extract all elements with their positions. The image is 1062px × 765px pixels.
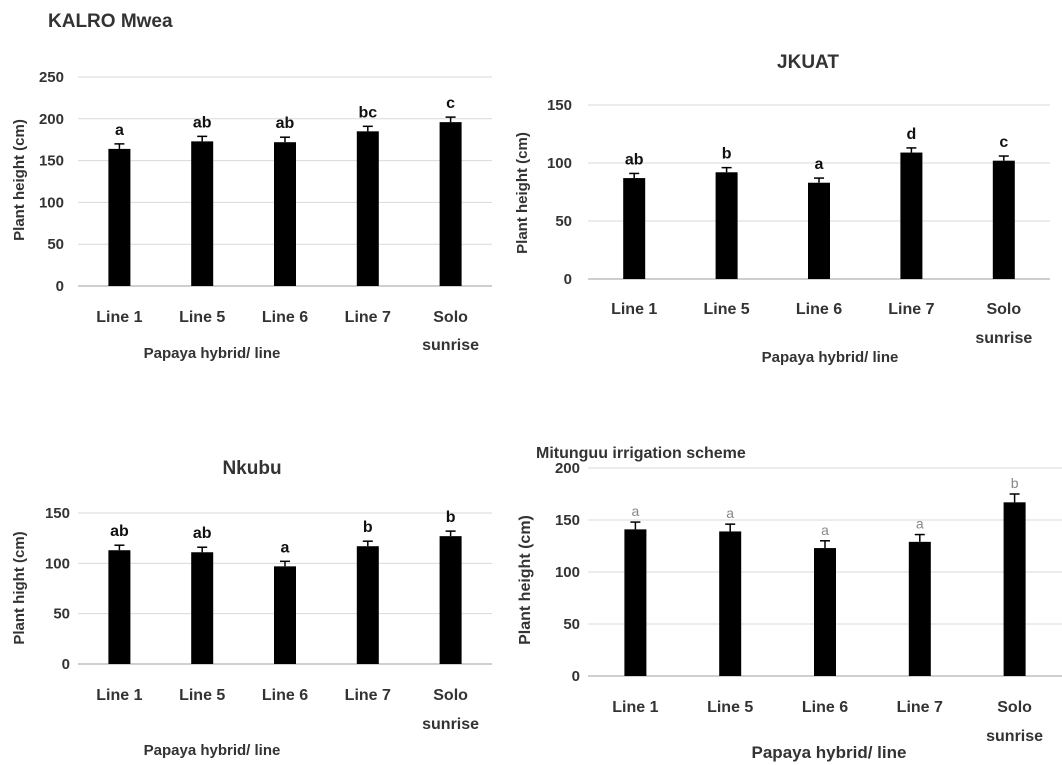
category-label: Line 1 — [611, 301, 657, 318]
y-tick-label: 0 — [564, 271, 572, 288]
significance-letter: b — [1011, 475, 1019, 491]
y-tick-label: 50 — [555, 213, 572, 230]
x-axis-label: Papaya hybrid/ line — [752, 743, 907, 762]
category-label: Line 6 — [796, 301, 842, 318]
y-tick-label: 150 — [39, 153, 64, 170]
category-label: Line 1 — [96, 309, 142, 326]
y-axis-label: Plant height (cm) — [11, 119, 28, 241]
y-tick-label: 100 — [45, 555, 70, 572]
category-label: Line 6 — [262, 687, 308, 704]
significance-letter: a — [281, 539, 290, 556]
chart-title: JKUAT — [777, 52, 839, 73]
x-axis-label: Papaya hybrid/ line — [762, 349, 899, 366]
significance-letter: a — [632, 503, 640, 519]
category-label: Solo sunrise — [422, 309, 479, 354]
chart-panel: Nkubu 0 50 100 150 ab Line 1 ab Line 5 a Line 6 b Li… — [11, 458, 492, 759]
category-label: Solo sunrise — [986, 699, 1043, 745]
y-tick-label: 100 — [39, 194, 64, 211]
chart-panel: JKUAT 0 50 100 150 ab Line 1 b Line 5 a Line 6 d Lin… — [514, 52, 1050, 366]
y-tick-label: 100 — [555, 564, 580, 581]
y-tick-label: 50 — [563, 616, 580, 633]
chart-panel: Mitunguu irrigation scheme 0 50 100 150 200 a L… — [517, 445, 1062, 762]
significance-letter: b — [363, 519, 373, 536]
significance-letter: ab — [110, 523, 129, 540]
y-tick-label: 100 — [547, 155, 572, 172]
y-tick-label: 150 — [555, 512, 580, 529]
significance-letter: c — [446, 95, 455, 112]
chart-title: Mitunguu irrigation scheme — [536, 445, 746, 462]
y-tick-label: 200 — [39, 111, 64, 128]
significance-letter: a — [821, 522, 829, 538]
bar — [439, 536, 462, 664]
category-label: Solo sunrise — [975, 301, 1032, 347]
category-label: Line 7 — [345, 687, 391, 704]
y-tick-label: 0 — [56, 278, 64, 295]
significance-letter: ab — [193, 525, 212, 542]
bar — [719, 531, 742, 676]
significance-letter: a — [916, 516, 924, 532]
significance-letter: b — [722, 146, 732, 163]
bar — [274, 142, 296, 286]
category-label: Line 6 — [802, 699, 848, 716]
significance-letter: bc — [358, 104, 377, 121]
y-tick-label: 0 — [572, 668, 580, 685]
category-label: Line 5 — [179, 309, 225, 326]
chart-title: Nkubu — [222, 458, 281, 479]
bar — [715, 172, 738, 279]
bar — [274, 566, 296, 664]
x-axis-label: Papaya hybrid/ line — [144, 345, 281, 362]
bar — [992, 160, 1015, 279]
category-label: Line 5 — [707, 699, 753, 716]
y-tick-label: 150 — [547, 97, 572, 114]
y-tick-label: 150 — [45, 505, 70, 522]
significance-letter: c — [999, 134, 1008, 151]
category-label: Line 6 — [262, 309, 308, 326]
bar — [108, 148, 131, 286]
chart-panel: KALRO Mwea 0 50 100 150 200 250 a Line 1 ab Line 5… — [11, 11, 492, 362]
significance-letter: a — [815, 156, 824, 173]
bar — [108, 550, 131, 664]
y-tick-label: 250 — [39, 69, 64, 86]
category-label: Line 5 — [703, 301, 749, 318]
y-axis-label: Plant hight (cm) — [11, 531, 28, 644]
significance-letter: a — [115, 122, 124, 139]
category-label: Line 7 — [345, 309, 391, 326]
y-tick-label: 200 — [555, 460, 580, 477]
bar — [439, 122, 462, 286]
bar — [908, 541, 931, 676]
bar — [1003, 502, 1026, 676]
category-label: Line 7 — [888, 301, 934, 318]
category-label: Line 1 — [612, 699, 658, 716]
y-axis-label: Plant height (cm) — [517, 515, 534, 645]
bar — [356, 546, 379, 664]
significance-letter: d — [907, 126, 917, 143]
x-axis-label: Papaya hybrid/ line — [144, 742, 281, 759]
category-label: Line 5 — [179, 687, 225, 704]
bar — [191, 141, 214, 286]
chart-title: KALRO Mwea — [48, 11, 173, 32]
category-label: Line 7 — [897, 699, 943, 716]
category-label: Line 1 — [96, 687, 142, 704]
y-axis-label: Plant height (cm) — [514, 132, 531, 254]
y-tick-label: 0 — [62, 656, 70, 673]
bar — [191, 552, 214, 664]
y-tick-label: 50 — [53, 606, 70, 623]
significance-letter: ab — [276, 115, 295, 132]
category-label: Solo sunrise — [422, 687, 479, 733]
bar — [900, 152, 923, 279]
significance-letter: a — [726, 505, 734, 521]
significance-letter: ab — [193, 114, 212, 131]
bar — [808, 182, 830, 279]
significance-letter: b — [446, 509, 456, 526]
bar — [624, 529, 647, 676]
bar — [356, 131, 379, 286]
y-tick-label: 50 — [47, 236, 64, 253]
bar — [623, 178, 646, 279]
significance-letter: ab — [625, 151, 644, 168]
bar — [814, 548, 836, 676]
